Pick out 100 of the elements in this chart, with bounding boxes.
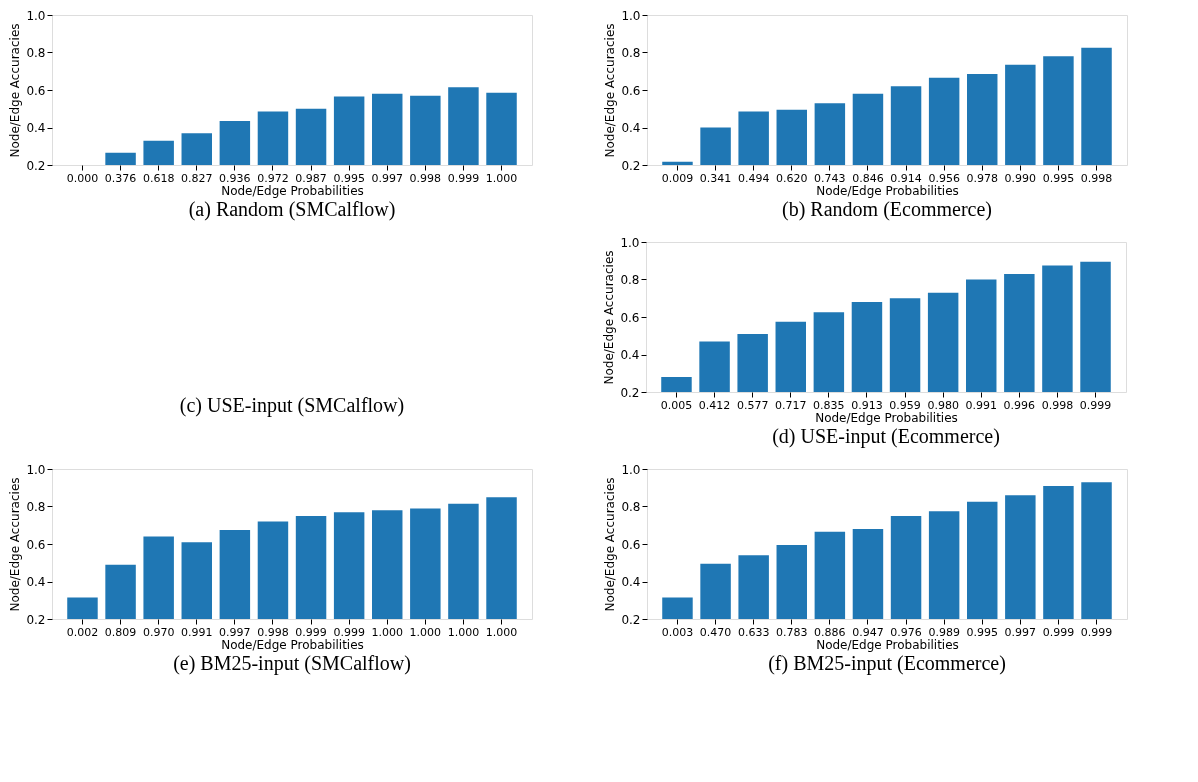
y-tick-label: 0.8 (621, 500, 641, 514)
x-tick-label: 0.000 (66, 171, 99, 185)
x-tick-label: 0.936 (219, 171, 251, 185)
x-axis-title: Node/Edge Probabilities (816, 183, 959, 198)
y-tick-label: 0.8 (26, 46, 46, 60)
x-tick-label: 0.341 (699, 171, 732, 185)
y-tick-label: 1.0 (26, 462, 46, 477)
y-tick-label: 0.2 (26, 158, 46, 173)
y-axis-title: Node/Edge Accuracies (8, 23, 23, 158)
x-tick-label: 0.827 (181, 171, 213, 185)
x-tick-label: 1.000 (447, 625, 480, 639)
x-tick-label: 0.412 (698, 398, 731, 412)
y-tick-label: 0.8 (620, 273, 640, 287)
x-tick-label: 1.000 (371, 625, 403, 639)
x-tick-label: 0.470 (699, 625, 732, 639)
y-tick-label: 0.4 (621, 121, 641, 135)
y-tick-label: 1.0 (26, 8, 46, 23)
x-tick-label: 0.995 (966, 625, 998, 639)
x-tick-label: 0.846 (852, 171, 884, 185)
x-tick-label: 0.996 (1003, 398, 1036, 412)
x-tick-label: 0.999 (447, 171, 480, 185)
y-tick-label: 0.2 (621, 158, 641, 173)
x-tick-label: 0.947 (852, 625, 884, 639)
x-tick-label: 0.976 (890, 625, 922, 639)
x-tick-label: 0.743 (814, 171, 846, 185)
x-axis-title: Node/Edge Probabilities (815, 410, 958, 425)
x-axis-title: Node/Edge Probabilities (816, 637, 959, 652)
x-axis-title: Node/Edge Probabilities (221, 637, 364, 652)
text: (e) BM25-input (SMCalflow) (173, 652, 411, 675)
x-tick-label: 0.998 (409, 171, 442, 185)
text: (c) USE-input (SMCalflow) (179, 394, 405, 417)
x-axis-title: Node/Edge Probabilities (221, 183, 364, 198)
x-tick-label: 0.970 (142, 625, 175, 639)
y-tick-label: 0.6 (26, 537, 46, 552)
x-tick-label: 0.999 (295, 625, 327, 639)
x-tick-label: 0.005 (660, 398, 693, 412)
x-tick-label: 0.009 (661, 171, 694, 185)
y-tick-label: 0.6 (621, 83, 641, 98)
x-tick-label: 0.717 (775, 398, 807, 412)
x-tick-label: 0.995 (333, 171, 365, 185)
x-tick-label: 0.959 (889, 398, 921, 412)
y-tick-label: 0.8 (621, 46, 641, 60)
x-tick-label: 0.989 (928, 625, 960, 639)
x-tick-label: 0.783 (776, 625, 808, 639)
x-tick-label: 0.999 (1080, 625, 1113, 639)
x-tick-label: 0.633 (737, 625, 770, 639)
y-tick-label: 0.6 (621, 537, 641, 552)
y-tick-label: 0.2 (621, 612, 641, 627)
text: (b) Random (Ecommerce) (782, 198, 992, 221)
x-tick-label: 0.577 (736, 398, 769, 412)
y-tick-label: 1.0 (620, 235, 640, 250)
x-tick-label: 0.991 (965, 398, 997, 412)
y-axis-title: Node/Edge Accuracies (603, 477, 618, 612)
x-tick-label: 0.999 (1079, 398, 1112, 412)
x-tick-label: 0.835 (813, 398, 845, 412)
y-tick-label: 0.2 (26, 612, 46, 627)
x-tick-label: 0.995 (1042, 171, 1075, 185)
x-tick-label: 0.913 (851, 398, 883, 412)
x-tick-label: 0.978 (966, 171, 998, 185)
x-tick-label: 0.987 (295, 171, 327, 185)
x-tick-label: 0.999 (1042, 625, 1075, 639)
x-tick-label: 0.494 (737, 171, 770, 185)
x-tick-label: 0.997 (1004, 625, 1037, 639)
y-axis-title: Node/Edge Accuracies (602, 250, 617, 385)
x-tick-label: 0.618 (142, 171, 175, 185)
x-tick-label: 0.998 (257, 625, 289, 639)
y-tick-label: 0.6 (620, 310, 640, 325)
x-tick-label: 0.809 (104, 625, 137, 639)
x-tick-label: 0.914 (890, 171, 922, 185)
y-tick-label: 1.0 (621, 462, 641, 477)
text: (a) Random (SMCalflow) (188, 198, 396, 221)
text: (f) BM25-input (Ecommerce) (768, 652, 1006, 675)
x-tick-label: 0.998 (1041, 398, 1074, 412)
x-tick-label: 0.990 (1004, 171, 1037, 185)
x-tick-label: 1.000 (485, 625, 518, 639)
y-tick-label: 0.4 (621, 575, 641, 589)
x-tick-label: 0.972 (257, 171, 289, 185)
x-tick-label: 0.997 (371, 171, 403, 185)
x-tick-label: 0.980 (927, 398, 959, 412)
y-axis-title: Node/Edge Accuracies (603, 23, 618, 158)
y-axis-title: Node/Edge Accuracies (8, 477, 23, 612)
y-tick-label: 0.6 (26, 83, 46, 98)
y-tick-label: 0.2 (620, 385, 640, 400)
x-tick-label: 0.999 (333, 625, 365, 639)
x-tick-label: 0.991 (181, 625, 213, 639)
x-tick-label: 1.000 (485, 171, 518, 185)
y-tick-label: 0.8 (26, 500, 46, 514)
y-tick-label: 0.4 (620, 348, 640, 362)
x-tick-label: 0.376 (104, 171, 137, 185)
x-tick-label: 0.002 (66, 625, 99, 639)
x-tick-label: 0.956 (928, 171, 960, 185)
x-tick-label: 0.997 (219, 625, 251, 639)
text: (d) USE-input (Ecommerce) (772, 425, 1000, 448)
x-tick-label: 0.003 (661, 625, 694, 639)
x-tick-label: 0.998 (1080, 171, 1113, 185)
y-tick-label: 0.4 (26, 575, 46, 589)
x-tick-label: 1.000 (409, 625, 442, 639)
y-tick-label: 1.0 (621, 8, 641, 23)
x-tick-label: 0.620 (776, 171, 808, 185)
y-tick-label: 0.4 (26, 121, 46, 135)
